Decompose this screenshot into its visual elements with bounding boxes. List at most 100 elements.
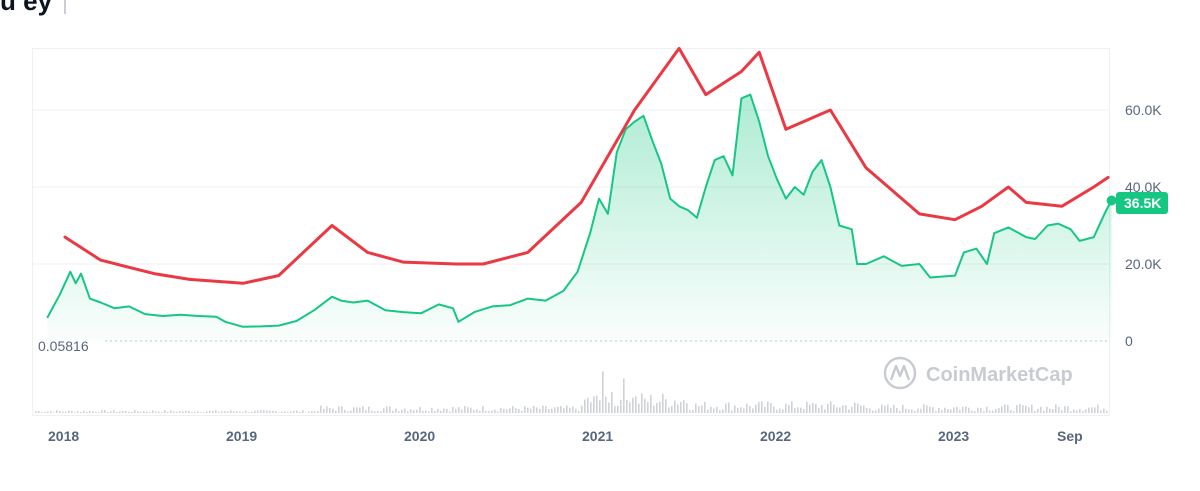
volume-bar (116, 411, 118, 413)
volume-bar (503, 408, 505, 413)
volume-bar (65, 411, 67, 413)
volume-bar (215, 410, 217, 413)
volume-bar (659, 401, 661, 413)
volume-bar (941, 410, 943, 413)
current-price-dot (1106, 195, 1117, 206)
volume-bar (362, 406, 364, 413)
volume-bar (455, 408, 457, 413)
volume-bar (860, 405, 862, 413)
volume-bar (197, 411, 199, 413)
volume-bar (239, 411, 241, 413)
volume-bar (1031, 404, 1033, 413)
volume-bar (1028, 407, 1030, 413)
volume-bar (986, 406, 988, 413)
volume-bar (299, 411, 301, 413)
volume-bar (1070, 411, 1072, 413)
volume-bar (626, 400, 628, 413)
volume-bar (812, 403, 814, 413)
volume-bar (230, 410, 232, 413)
volume-bar (764, 406, 766, 413)
volume-bar (575, 408, 577, 413)
volume-bar (647, 402, 649, 413)
volume-bar (332, 408, 334, 413)
volume-bar (266, 410, 268, 413)
volume-bar (818, 407, 820, 413)
volume-bar (374, 411, 376, 413)
volume-bar (971, 410, 973, 413)
volume-bar (170, 410, 172, 413)
y-tick-label: 60.0K (1125, 102, 1162, 118)
volume-bar (41, 412, 43, 413)
volume-bar (89, 411, 91, 413)
volume-bar (1043, 410, 1045, 413)
volume-bar (737, 407, 739, 413)
volume-bar (1058, 406, 1060, 413)
volume-bar (779, 408, 781, 413)
volume-bar (83, 410, 85, 413)
volume-bar (740, 407, 742, 413)
volume-bar (506, 409, 508, 413)
volume-bar (110, 411, 112, 413)
volume-bar (995, 409, 997, 413)
volume-bar (674, 400, 676, 413)
x-tick-label: 2022 (760, 428, 791, 444)
volume-bar (983, 411, 985, 413)
volume-bar (1067, 406, 1069, 413)
volume-bar (923, 404, 925, 413)
x-tick-label: 2020 (404, 428, 435, 444)
volume-bar (446, 409, 448, 413)
volume-bar (452, 406, 454, 413)
volume-bar (1073, 409, 1075, 413)
volume-bar (86, 412, 88, 413)
volume-bar (842, 405, 844, 413)
volume-bar (629, 402, 631, 413)
volume-bar (236, 411, 238, 413)
volume-bar (1091, 407, 1093, 413)
volume-bar (911, 409, 913, 413)
volume-bar (929, 406, 931, 413)
volume-bar (617, 405, 619, 413)
volume-bar (377, 411, 379, 413)
volume-bar (1055, 404, 1057, 413)
volume-bar (437, 409, 439, 413)
volume-bar (896, 408, 898, 413)
volume-bar (821, 404, 823, 413)
volume-bar (938, 407, 940, 413)
volume-bar (368, 406, 370, 413)
volume-bar (893, 404, 895, 413)
volume-bar (308, 411, 310, 413)
volume-bar (623, 378, 625, 413)
volume-bar (899, 410, 901, 413)
volume-bar (962, 406, 964, 413)
volume-bar (410, 409, 412, 413)
volume-bar (347, 411, 349, 413)
volume-bar (59, 410, 61, 413)
current-price-badge (1116, 192, 1168, 214)
volume-bar (398, 411, 400, 413)
volume-bar (38, 411, 40, 413)
volume-bar (278, 412, 280, 413)
volume-bar (908, 409, 910, 413)
volume-bar (596, 395, 598, 413)
y-tick-label: 20.0K (1125, 256, 1162, 272)
volume-bar (317, 410, 319, 413)
volume-bar (749, 405, 751, 413)
volume-bar (578, 411, 580, 413)
volume-bar (143, 411, 145, 413)
volume-bar (947, 408, 949, 413)
volume-bar (602, 371, 604, 413)
volume-bar (125, 410, 127, 413)
watermark: CoinMarketCap (883, 356, 1073, 390)
volume-bar (1007, 404, 1009, 413)
x-tick-label: 2018 (48, 428, 79, 444)
volume-bar (164, 410, 166, 413)
volume-bar (425, 410, 427, 413)
volume-bar (95, 411, 97, 413)
volume-bar (467, 407, 469, 413)
volume-bar (635, 396, 637, 413)
volume-bar (800, 407, 802, 413)
volume-bar (326, 406, 328, 413)
volume-bar (323, 408, 325, 413)
volume-bar (188, 410, 190, 413)
